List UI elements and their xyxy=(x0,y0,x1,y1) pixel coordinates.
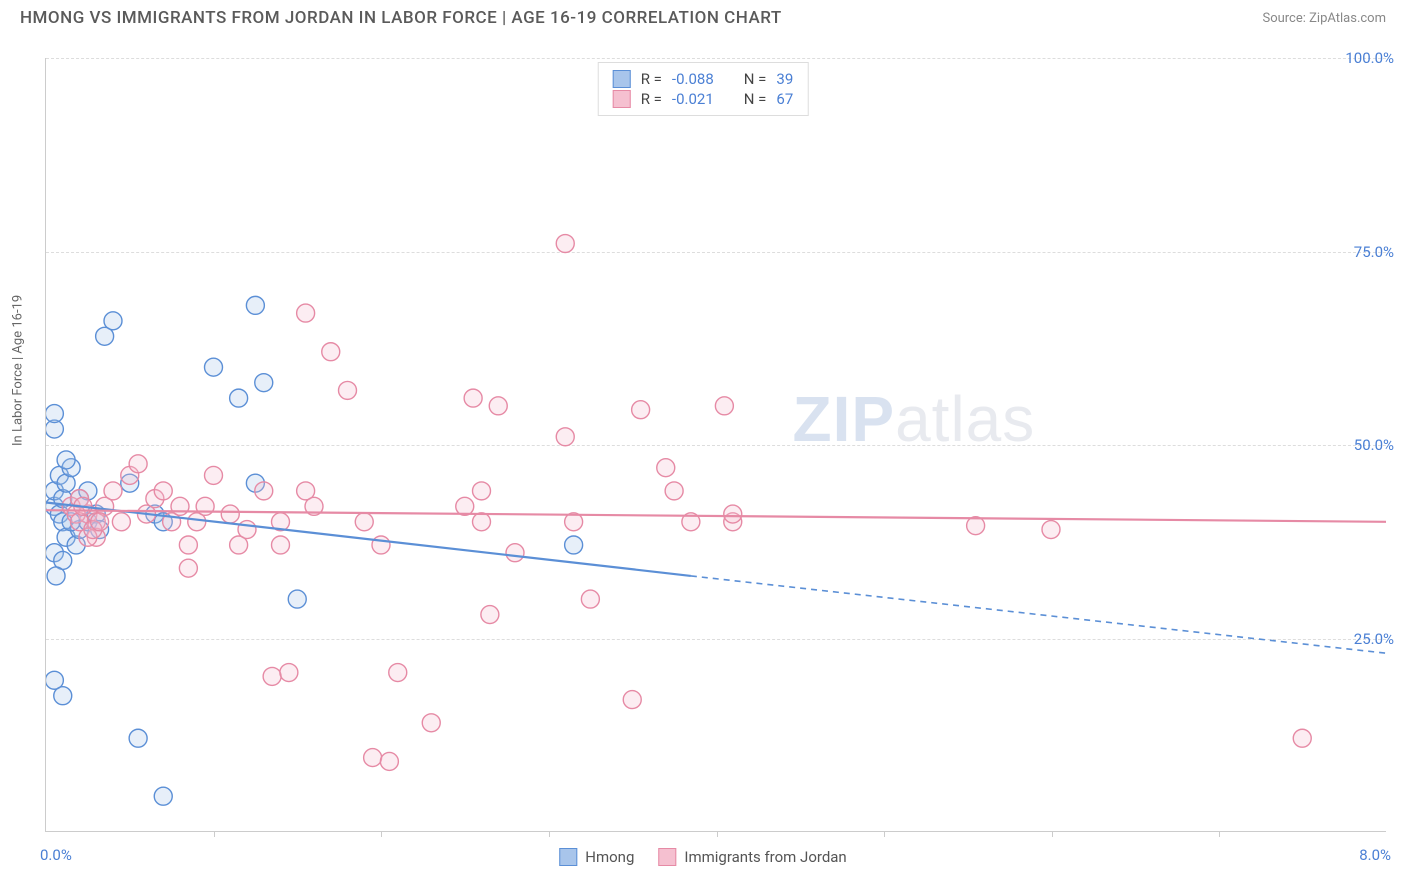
correlation-legend-row: R = -0.021 N = 67 xyxy=(613,89,794,109)
legend-R-label: R = xyxy=(641,70,662,88)
scatter-point xyxy=(565,536,583,554)
scatter-point xyxy=(715,397,733,415)
series-legend: Hmong Immigrants from Jordan xyxy=(559,848,846,866)
scatter-point xyxy=(724,505,742,523)
chart-header: HMONG VS IMMIGRANTS FROM JORDAN IN LABOR… xyxy=(0,0,1406,40)
scatter-point xyxy=(129,729,147,747)
scatter-point xyxy=(464,389,482,407)
x-tick xyxy=(1219,831,1220,837)
legend-N-label: N = xyxy=(744,90,767,108)
x-tick xyxy=(717,831,718,837)
scatter-point xyxy=(506,544,524,562)
scatter-point xyxy=(481,606,499,624)
correlation-legend-row: R = -0.088 N = 39 xyxy=(613,69,794,89)
x-tick xyxy=(214,831,215,837)
scatter-point xyxy=(154,482,172,500)
scatter-point xyxy=(665,482,683,500)
legend-N-label: N = xyxy=(744,70,767,88)
scatter-point xyxy=(422,714,440,732)
scatter-point xyxy=(473,513,491,531)
scatter-point xyxy=(456,497,474,515)
scatter-point xyxy=(179,536,197,554)
scatter-point xyxy=(57,451,75,469)
scatter-point xyxy=(355,513,373,531)
scatter-point xyxy=(91,513,109,531)
scatter-point xyxy=(246,296,264,314)
series-legend-item: Immigrants from Jordan xyxy=(658,848,846,866)
chart-plot-area xyxy=(45,58,1386,832)
scatter-point xyxy=(380,752,398,770)
scatter-point xyxy=(489,397,507,415)
scatter-point xyxy=(104,312,122,330)
x-tick xyxy=(381,831,382,837)
scatter-point xyxy=(372,536,390,554)
legend-R-value: -0.021 xyxy=(672,90,714,108)
x-tick xyxy=(884,831,885,837)
series-legend-label: Immigrants from Jordan xyxy=(684,848,846,866)
scatter-point xyxy=(280,664,298,682)
scatter-point xyxy=(205,358,223,376)
legend-swatch-icon xyxy=(658,848,676,866)
series-legend-label: Hmong xyxy=(585,848,634,866)
chart-svg xyxy=(46,58,1386,831)
scatter-point xyxy=(46,405,63,423)
scatter-point xyxy=(389,664,407,682)
scatter-point xyxy=(255,374,273,392)
scatter-point xyxy=(221,505,239,523)
scatter-point xyxy=(255,482,273,500)
legend-swatch-icon xyxy=(613,70,631,88)
scatter-point xyxy=(1042,521,1060,539)
scatter-point xyxy=(112,513,130,531)
scatter-point xyxy=(205,466,223,484)
scatter-point xyxy=(473,482,491,500)
scatter-point xyxy=(339,381,357,399)
scatter-point xyxy=(297,304,315,322)
scatter-point xyxy=(54,687,72,705)
scatter-point xyxy=(154,787,172,805)
scatter-point xyxy=(47,567,65,585)
scatter-point xyxy=(238,521,256,539)
x-tick-label: 8.0% xyxy=(1359,846,1391,864)
scatter-point xyxy=(171,497,189,515)
y-axis-label: In Labor Force | Age 16-19 xyxy=(11,295,26,446)
scatter-point xyxy=(623,691,641,709)
x-tick-label: 0.0% xyxy=(40,846,72,864)
series-legend-item: Hmong xyxy=(559,848,634,866)
scatter-point xyxy=(556,235,574,253)
scatter-point xyxy=(632,401,650,419)
x-tick xyxy=(549,831,550,837)
scatter-point xyxy=(272,536,290,554)
scatter-point xyxy=(263,667,281,685)
scatter-point xyxy=(657,459,675,477)
x-tick xyxy=(1052,831,1053,837)
legend-swatch-icon xyxy=(613,90,631,108)
scatter-point xyxy=(322,343,340,361)
legend-N-value: 39 xyxy=(776,70,793,88)
correlation-legend: R = -0.088 N = 39 R = -0.021 N = 67 xyxy=(598,62,809,116)
legend-N-value: 67 xyxy=(776,90,793,108)
scatter-point xyxy=(556,428,574,446)
scatter-point xyxy=(104,482,122,500)
legend-R-label: R = xyxy=(641,90,662,108)
chart-source: Source: ZipAtlas.com xyxy=(1262,11,1386,26)
scatter-point xyxy=(179,559,197,577)
legend-R-value: -0.088 xyxy=(672,70,714,88)
scatter-point xyxy=(1293,729,1311,747)
scatter-point xyxy=(129,455,147,473)
scatter-point xyxy=(288,590,306,608)
trend-line-extrapolated xyxy=(691,576,1386,653)
legend-swatch-icon xyxy=(559,848,577,866)
scatter-point xyxy=(581,590,599,608)
scatter-point xyxy=(364,749,382,767)
chart-title: HMONG VS IMMIGRANTS FROM JORDAN IN LABOR… xyxy=(20,8,782,28)
scatter-point xyxy=(230,389,248,407)
